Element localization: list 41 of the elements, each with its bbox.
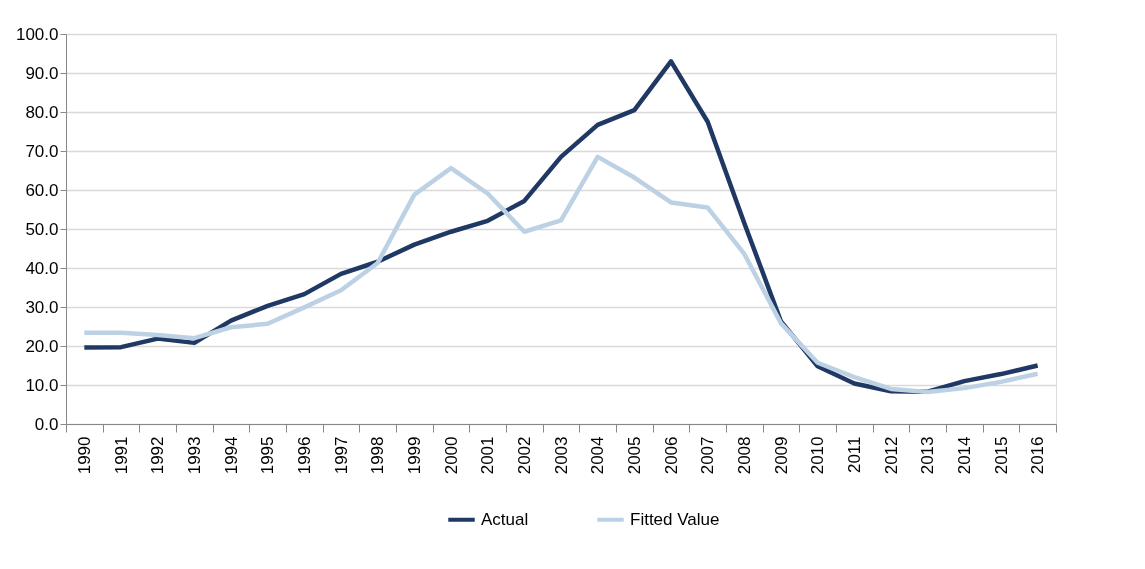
x-tick-label: 2005	[624, 436, 644, 475]
legend-label: Fitted Value	[630, 509, 720, 529]
y-tick-label: 80.0	[25, 102, 59, 122]
x-tick-label: 1995	[258, 436, 278, 475]
y-tick-label: 30.0	[25, 297, 59, 317]
y-tick-label: 70.0	[25, 141, 59, 161]
x-tick-label: 2014	[954, 436, 974, 475]
x-tick-label: 1991	[111, 436, 131, 475]
x-tick-label: 2004	[588, 436, 608, 475]
x-tick-label: 1990	[74, 436, 94, 475]
x-tick-label: 2003	[551, 436, 571, 475]
x-tick-label: 2001	[478, 436, 498, 475]
line-series	[82, 154, 1040, 395]
x-tick-label: 2015	[991, 436, 1011, 475]
y-tick-label: 90.0	[25, 63, 59, 83]
x-tick-label: 1992	[148, 436, 168, 475]
x-tick-label: 2007	[698, 436, 718, 475]
x-tick-label: 2012	[881, 436, 901, 475]
x-tick-label: 1993	[184, 436, 204, 475]
x-tick-label: 2000	[441, 436, 461, 475]
y-tick-label: 0.0	[34, 414, 59, 434]
x-tick-label: 1998	[368, 436, 388, 475]
x-tick-label: 2002	[514, 436, 534, 475]
x-tick-label: 2006	[661, 436, 681, 475]
y-tick-label: 40.0	[25, 258, 59, 278]
y-tick-label: 20.0	[25, 336, 59, 356]
y-tick-label: 50.0	[25, 219, 59, 239]
x-tick-label: 1994	[221, 436, 241, 475]
x-tick-label: 1996	[294, 436, 314, 475]
x-tick-label: 2016	[1028, 436, 1048, 475]
x-tick-label: 2008	[734, 436, 754, 475]
x-tick-label: 2013	[918, 436, 938, 475]
x-tick-label: 2010	[808, 436, 828, 475]
legend-label: Actual	[481, 509, 529, 529]
x-tick-label: 2011	[844, 436, 864, 474]
x-tick-label: 1997	[331, 436, 351, 475]
x-tick-label: 2009	[771, 436, 791, 475]
y-tick-label: 100.0	[15, 24, 59, 44]
y-tick-label: 10.0	[25, 375, 59, 395]
x-tick-label: 1999	[404, 436, 424, 475]
y-tick-label: 60.0	[25, 180, 59, 200]
